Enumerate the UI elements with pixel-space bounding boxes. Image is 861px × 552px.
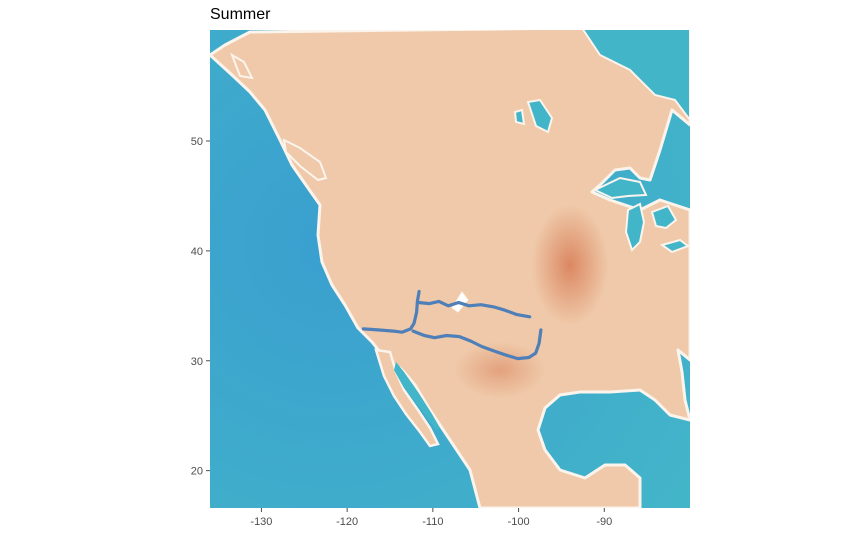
axes-layer: -130 -120 -110 -100 -90 20 30 40 50 <box>191 136 612 528</box>
track-1 <box>361 289 421 334</box>
hot-region-plains <box>532 205 608 325</box>
track-3 <box>411 328 543 361</box>
y-tick-label: 30 <box>191 356 203 368</box>
pacific-islands <box>230 52 328 182</box>
x-tick-label: -110 <box>422 516 443 528</box>
hot-region-texas <box>455 342 545 398</box>
x-tick-label: -100 <box>508 516 530 528</box>
great-lakes <box>592 176 690 254</box>
x-tick-label: -130 <box>250 516 272 528</box>
y-tick-label: 40 <box>191 246 203 258</box>
northern-lakes <box>513 98 554 134</box>
chart-title: Summer <box>210 6 271 23</box>
y-tick-label: 50 <box>191 136 203 148</box>
tracks-layer <box>361 289 543 361</box>
track-2 <box>416 299 532 319</box>
gulf-of-california <box>394 362 440 430</box>
y-tick-label: 20 <box>191 466 203 478</box>
northeast-water <box>582 30 690 122</box>
x-tick-label: -120 <box>336 516 358 528</box>
land-mass <box>210 30 690 508</box>
x-tick-label: -90 <box>596 516 612 528</box>
